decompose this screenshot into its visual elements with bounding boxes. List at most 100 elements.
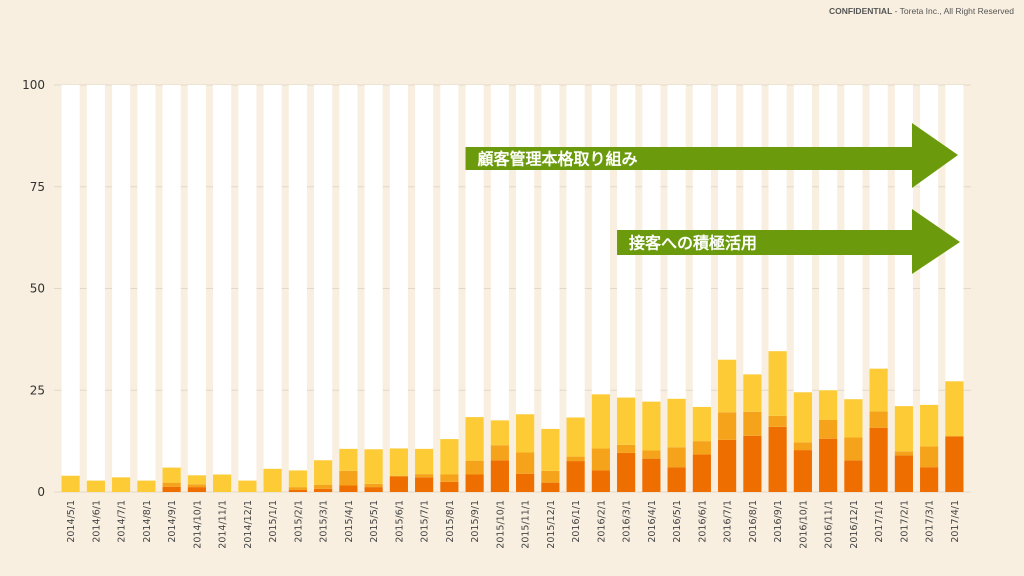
bar-background: [364, 85, 383, 492]
bar-segment: [314, 460, 333, 485]
x-tick-label: 2017/3/1: [925, 500, 936, 543]
bar-segment: [516, 452, 535, 474]
bar-segment: [339, 485, 358, 492]
bar-background: [920, 85, 939, 492]
bar-background: [541, 85, 560, 492]
bar-background: [617, 85, 636, 492]
bar-background: [440, 85, 459, 492]
x-tick-label: 2017/4/1: [950, 500, 961, 543]
bar-segment: [819, 390, 838, 420]
bar-segment: [945, 436, 964, 492]
bar-background: [894, 85, 913, 492]
bar-background: [516, 85, 535, 492]
bar-segment: [288, 470, 307, 488]
bar-segment: [718, 412, 737, 440]
bar-segment: [642, 450, 661, 459]
bar-segment: [516, 473, 535, 492]
bar-segment: [364, 483, 383, 488]
bar-segment: [920, 446, 939, 468]
bar-segment: [516, 414, 535, 453]
bar-segment: [339, 448, 358, 471]
bar-segment: [844, 460, 863, 492]
bar-segment: [793, 442, 812, 451]
bar-segment: [945, 381, 964, 437]
bar-segment: [743, 411, 762, 436]
bar-background: [263, 85, 282, 492]
bar-segment: [364, 449, 383, 484]
bar-segment: [213, 474, 232, 492]
bar-segment: [920, 467, 939, 492]
bar-segment: [415, 448, 434, 475]
bar-background: [213, 85, 232, 492]
bar-segment: [566, 417, 585, 457]
bar-segment: [465, 460, 484, 475]
bar-segment: [187, 487, 206, 492]
bar-segment: [667, 398, 686, 448]
bar-segment: [692, 406, 711, 442]
bar-segment: [314, 488, 333, 492]
bar-segment: [591, 448, 610, 471]
y-tick-label: 25: [30, 383, 45, 397]
bar-background: [162, 85, 181, 492]
bar-segment: [465, 474, 484, 492]
x-tick-label: 2016/11/1: [824, 500, 835, 549]
bar-segment: [490, 445, 509, 461]
bar-segment: [844, 437, 863, 461]
bar-segment: [314, 484, 333, 489]
annotation-label: 顧客管理本格取り組み: [478, 150, 638, 169]
bar-segment: [920, 404, 939, 447]
bar-segment: [187, 475, 206, 485]
annotation-arrow: [465, 123, 958, 188]
bar-segment: [238, 480, 257, 492]
bar-segment: [617, 452, 636, 492]
y-axis-ticks: 0 25 50 75 100: [22, 78, 45, 499]
bar-segment: [566, 461, 585, 492]
bar-segment: [617, 397, 636, 445]
x-tick-label: 2016/9/1: [773, 500, 784, 543]
x-tick-label: 2014/7/1: [117, 500, 128, 543]
bar-segment: [819, 438, 838, 492]
x-tick-label: 2015/11/1: [521, 500, 532, 549]
bar-segment: [137, 480, 156, 492]
bar-background: [288, 85, 307, 492]
bar-segment: [389, 448, 408, 476]
x-tick-label: 2015/6/1: [394, 500, 405, 543]
bar-segment: [692, 454, 711, 492]
x-tick-label: 2014/6/1: [91, 500, 102, 543]
bar-background: [86, 85, 105, 492]
bar-segment: [440, 481, 459, 492]
bar-background: [591, 85, 610, 492]
y-tick-label: 100: [22, 78, 45, 92]
y-tick-label: 0: [37, 485, 45, 499]
bar-segment: [617, 444, 636, 453]
x-tick-label: 2015/5/1: [369, 500, 380, 543]
y-tick-label: 75: [30, 180, 45, 194]
bar-background: [339, 85, 358, 492]
bar-background: [667, 85, 686, 492]
bar-segment: [465, 417, 484, 461]
bar-segment: [288, 489, 307, 492]
bar-background: [389, 85, 408, 492]
bar-segment: [389, 475, 408, 477]
bar-segment: [743, 435, 762, 492]
x-axis-ticks: 2014/5/1 2014/6/1 2014/7/1 2014/8/1 2014/9/1…: [66, 500, 961, 549]
bar-segment: [667, 467, 686, 492]
x-tick-label: 2016/7/1: [723, 500, 734, 543]
bar-segment: [591, 394, 610, 449]
bar-segment: [263, 468, 282, 492]
bar-segment: [112, 477, 131, 492]
x-tick-label: 2016/12/1: [849, 500, 860, 549]
x-tick-label: 2017/1/1: [874, 500, 885, 543]
bar-segment: [440, 474, 459, 482]
bar-segment: [61, 475, 80, 492]
bar-segment: [718, 359, 737, 413]
confidential-label: CONFIDENTIAL: [828, 6, 893, 16]
bar-segment: [869, 368, 888, 412]
bar-background: [490, 85, 509, 492]
x-tick-label: 2014/9/1: [167, 500, 178, 543]
bar-segment: [364, 487, 383, 492]
x-tick-label: 2016/5/1: [672, 500, 683, 543]
bar-segment: [743, 374, 762, 412]
bar-segment: [642, 458, 661, 492]
